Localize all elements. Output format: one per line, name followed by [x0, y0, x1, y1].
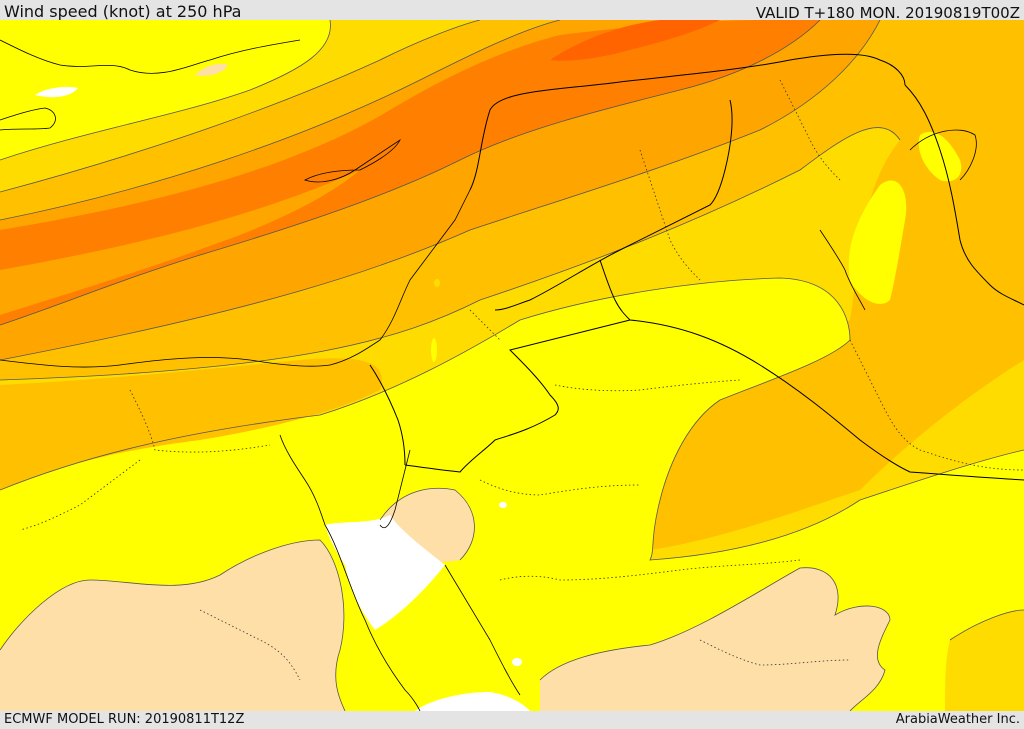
band-orange — [0, 20, 880, 360]
band-white-south — [415, 692, 530, 711]
band-tan-southeast — [540, 567, 890, 711]
contour-lines — [0, 20, 1024, 711]
band-tan-north — [195, 63, 228, 76]
band-red-orange — [550, 20, 720, 61]
credit-text: ArabiaWeather Inc. — [895, 712, 1020, 727]
valid-time: VALID T+180 MON. 20190819T00Z — [755, 4, 1020, 22]
band-yellow-northwest — [0, 20, 331, 160]
footer-bar: ECMWF MODEL RUN: 20190811T12Z ArabiaWeat… — [0, 711, 1024, 729]
country-borders — [369, 53, 1024, 481]
small-island-2 — [512, 658, 522, 666]
band-yellow-northeast-patch — [918, 131, 962, 182]
band-dark-orange — [0, 20, 820, 325]
internal-boundaries — [19, 79, 1024, 681]
band-white-red-sea — [325, 515, 445, 630]
band-gold-southeast — [945, 610, 1024, 711]
wind-speed-map — [0, 20, 1024, 711]
small-island — [499, 502, 507, 508]
coastlines — [0, 39, 977, 711]
band-tan-southwest — [0, 540, 345, 711]
lake-tiberias — [434, 279, 440, 287]
band-yellow-east-patch — [848, 180, 907, 304]
band-orange-inner — [0, 170, 360, 315]
band-white-north — [35, 86, 78, 98]
model-run: ECMWF MODEL RUN: 20190811T12Z — [4, 712, 245, 727]
dead-sea — [431, 338, 437, 362]
map-title: Wind speed (knot) at 250 hPa — [4, 2, 242, 21]
band-amber-southwest — [0, 358, 382, 490]
header-bar: Wind speed (knot) at 250 hPa VALID T+180… — [0, 0, 1024, 22]
